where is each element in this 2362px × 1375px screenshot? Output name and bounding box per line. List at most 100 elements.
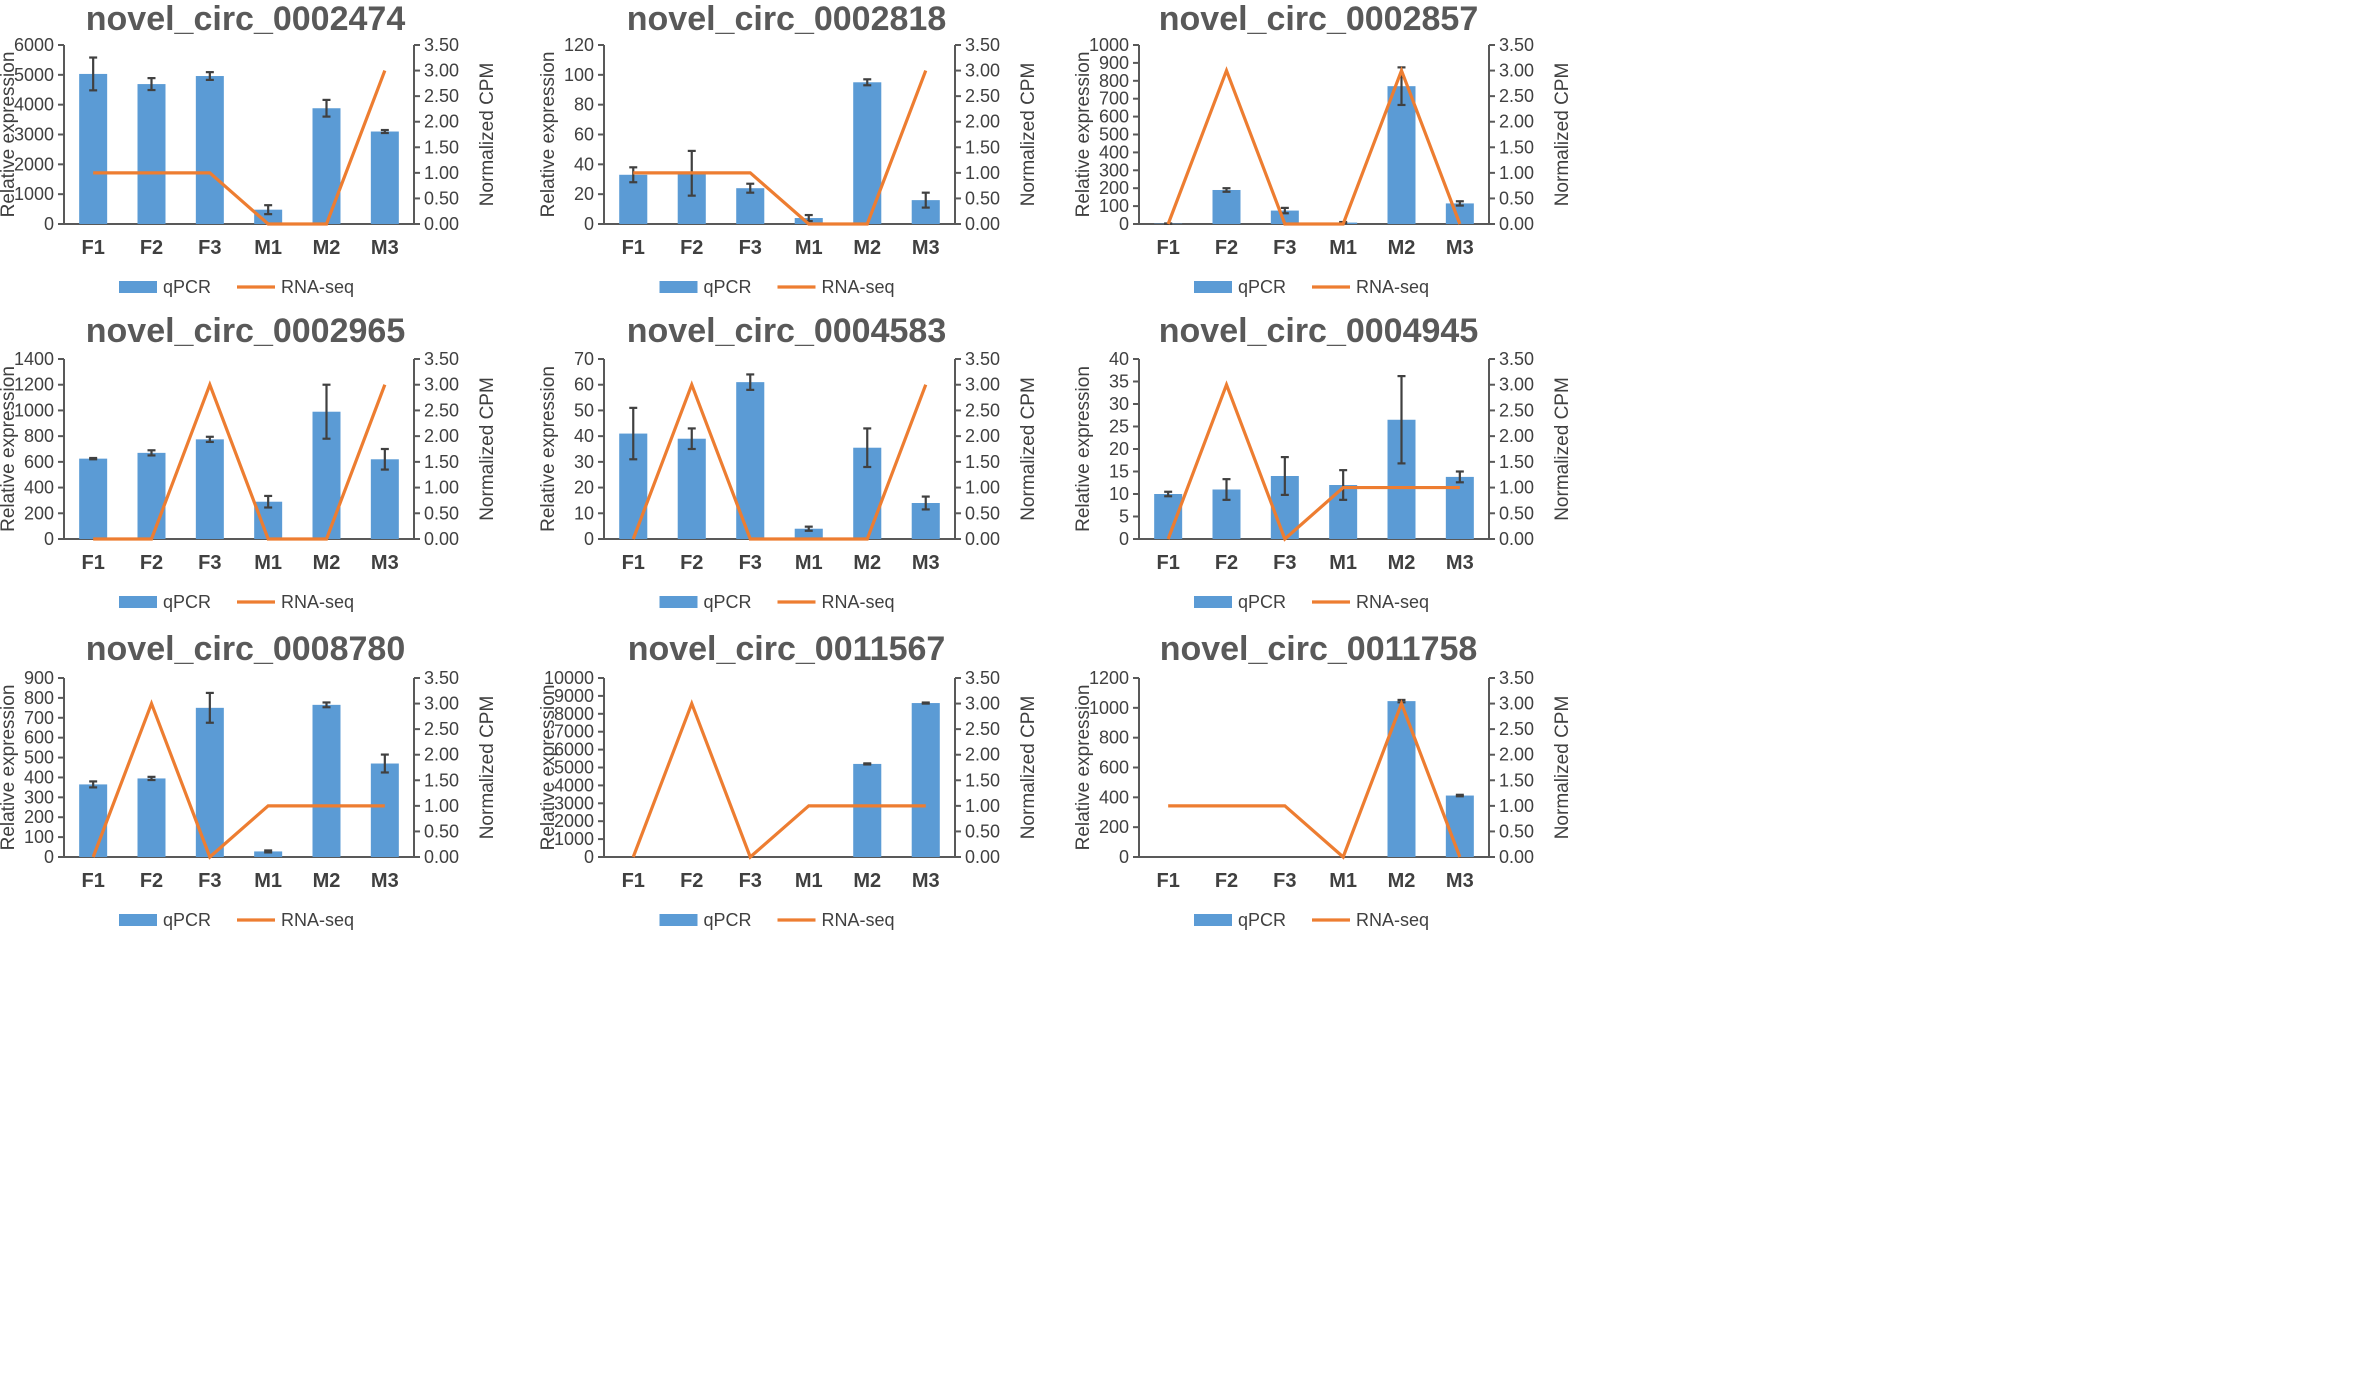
y-tick-label: 600	[24, 452, 54, 472]
y-tick-label: 60	[574, 375, 594, 395]
y-tick-label: 1000	[1089, 698, 1129, 718]
y2-tick-label: 2.50	[424, 86, 459, 106]
y2-tick-label: 0.50	[965, 821, 1000, 841]
y-tick-label: 600	[1099, 758, 1129, 778]
qpcr-bar	[79, 73, 108, 225]
qpcr-bar	[195, 76, 224, 224]
legend-label-qpcr: qPCR	[704, 277, 752, 297]
x-tick-label: M1	[795, 552, 823, 574]
y-tick-label: 70	[574, 349, 594, 369]
qpcr-bar	[370, 459, 399, 539]
y2-tick-label: 0.50	[1499, 821, 1534, 841]
y2-tick-label: 1.00	[1499, 163, 1534, 183]
rna-seq-line	[1168, 699, 1462, 860]
legend-label-qpcr: qPCR	[163, 277, 211, 297]
x-tick-label: M1	[1329, 237, 1357, 259]
y2-tick-label: 1.50	[424, 137, 459, 157]
legend-label-rnaseq: RNA-seq	[822, 277, 895, 297]
y2-tick-label: 1.50	[424, 770, 459, 790]
rna-seq-line	[1166, 66, 1462, 226]
y-tick-label: 700	[24, 708, 54, 728]
qpcr-bar	[312, 108, 341, 224]
y-tick-label: 9000	[554, 686, 594, 706]
y2-tick-label: 1.50	[424, 452, 459, 472]
rna-seq-line	[93, 70, 387, 226]
y-tick-label: 0	[584, 847, 594, 867]
y-tick-label: 5000	[554, 758, 594, 778]
y2-tick-label: 1.00	[1499, 796, 1534, 816]
y2-tick-label: 2.50	[1499, 719, 1534, 739]
y-tick-label: 600	[1099, 107, 1129, 127]
x-tick-label: M2	[313, 552, 341, 574]
y2-tick-label: 3.00	[1499, 375, 1534, 395]
y-tick-label: 800	[24, 688, 54, 708]
y2-tick-label: 1.00	[424, 163, 459, 183]
y2-tick-label: 2.50	[1499, 86, 1534, 106]
y2-tick-label: 3.50	[965, 668, 1000, 688]
y2-axis-title: Normalized CPM	[1018, 63, 1039, 207]
qpcr-bar	[254, 851, 283, 857]
y2-axis-title: Normalized CPM	[477, 696, 498, 840]
chart-panel: 0 200 400 600 800 1000 1200 0.00 0.50 1.00 1.50 2.0…	[1073, 668, 1573, 930]
x-tick-label: M2	[1388, 552, 1416, 574]
y2-tick-label: 0.50	[965, 188, 1000, 208]
qpcr-bar	[1387, 86, 1416, 224]
y2-tick-label: 0.00	[1499, 529, 1534, 549]
y-tick-label: 40	[1109, 349, 1129, 369]
y2-tick-label: 0.00	[965, 214, 1000, 234]
y-tick-label: 5000	[14, 65, 54, 85]
y-tick-label: 200	[1099, 817, 1129, 837]
y-tick-label: 50	[574, 400, 594, 420]
x-tick-label: F3	[198, 237, 221, 259]
qpcr-bar	[195, 439, 224, 539]
x-tick-label: F3	[198, 552, 221, 574]
qpcr-bar	[312, 704, 341, 857]
y2-tick-label: 1.00	[424, 478, 459, 498]
y2-tick-label: 1.50	[1499, 137, 1534, 157]
x-tick-label: M3	[371, 552, 399, 574]
rna-seq-line	[1166, 380, 1460, 542]
y-tick-label: 80	[574, 95, 594, 115]
y2-tick-label: 3.50	[1499, 668, 1534, 688]
y-tick-label: 800	[1099, 71, 1129, 91]
x-tick-label: M3	[912, 237, 940, 259]
legend-bar-swatch	[659, 596, 698, 608]
x-tick-label: F2	[140, 237, 163, 259]
legend-label-rnaseq: RNA-seq	[281, 277, 354, 297]
y-tick-label: 120	[564, 35, 594, 55]
x-tick-label: M2	[313, 870, 341, 892]
y-tick-label: 0	[1119, 847, 1129, 867]
x-tick-label: M3	[1446, 237, 1474, 259]
y-tick-label: 300	[24, 787, 54, 807]
y2-tick-label: 1.00	[1499, 478, 1534, 498]
chart-panel: 0 1000 2000 3000 4000 5000 6000 0.00 0.50 1.00 1.5…	[0, 35, 498, 297]
x-tick-label: M1	[254, 870, 282, 892]
y2-tick-label: 2.00	[1499, 426, 1534, 446]
legend-bar-swatch	[659, 281, 698, 293]
legend-bar-swatch	[119, 596, 157, 608]
legend-label-rnaseq: RNA-seq	[281, 592, 354, 612]
y2-tick-label: 1.50	[965, 770, 1000, 790]
x-tick-label: M2	[1388, 237, 1416, 259]
x-tick-label: F3	[739, 552, 762, 574]
x-tick-label: M3	[1446, 552, 1474, 574]
y2-tick-label: 3.50	[1499, 35, 1534, 55]
chart-title: novel_circ_0002965	[85, 312, 406, 350]
x-tick-label: M3	[912, 870, 940, 892]
y2-tick-label: 2.00	[965, 426, 1000, 446]
y-tick-label: 100	[1099, 196, 1129, 216]
y2-tick-label: 3.00	[1499, 61, 1534, 81]
y-tick-label: 0	[44, 847, 54, 867]
qpcr-bar	[370, 763, 399, 857]
y2-tick-label: 2.00	[424, 426, 459, 446]
y-tick-label: 800	[1099, 728, 1129, 748]
x-tick-label: F2	[140, 870, 163, 892]
y-tick-label: 15	[1109, 462, 1129, 482]
y2-tick-label: 0.50	[424, 821, 459, 841]
y2-tick-label: 1.00	[965, 478, 1000, 498]
y-tick-label: 30	[1109, 394, 1129, 414]
legend-label-rnaseq: RNA-seq	[822, 592, 895, 612]
rna-seq-line	[631, 699, 926, 860]
y-tick-label: 20	[1109, 439, 1129, 459]
y2-tick-label: 1.50	[1499, 452, 1534, 472]
